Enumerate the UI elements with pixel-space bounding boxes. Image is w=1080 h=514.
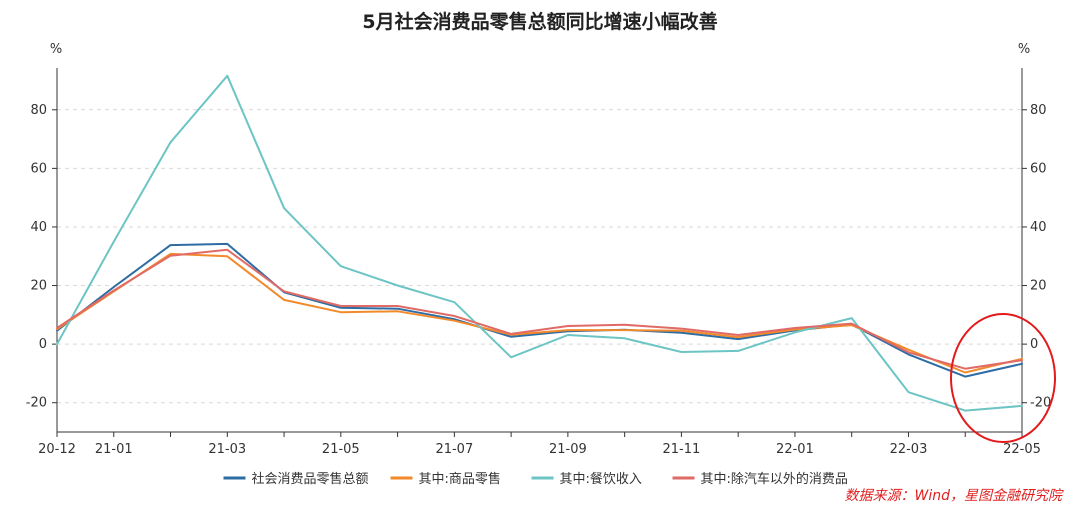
- series-line-3: [56, 74, 1023, 412]
- legend-item-3[interactable]: 其中:餐饮收入: [531, 471, 642, 487]
- highlight-circle: [950, 313, 1056, 443]
- legend: 社会消费品零售总额 其中:商品零售 其中:餐饮收入 其中:除汽车以外的消费品: [223, 471, 848, 487]
- x-tick-label: 20-12: [38, 442, 76, 457]
- series-layer: [56, 74, 1023, 412]
- y-tick-label-left: 20: [30, 279, 47, 294]
- y-tick-label-left: 40: [30, 220, 47, 235]
- legend-item-4[interactable]: 其中:除汽车以外的消费品: [672, 471, 848, 487]
- x-tick-label: 22-01: [776, 442, 814, 457]
- x-tick-label: 22-05: [1003, 442, 1041, 457]
- gridlines: [57, 109, 1022, 404]
- y-tick-label-right: 20: [1030, 279, 1047, 294]
- series-line-1: [56, 242, 1023, 378]
- y-tick-label-left: 80: [30, 103, 47, 118]
- series-line-2: [56, 252, 1023, 374]
- chart-title: 5月社会消费品零售总额同比增速小幅改善: [362, 10, 717, 33]
- x-tick-label: 21-09: [549, 442, 587, 457]
- right-unit-label: %: [1018, 42, 1030, 57]
- y-tick-label-right: -20: [1030, 396, 1051, 411]
- x-tick-label: 21-01: [95, 442, 133, 457]
- x-tick-label: 21-11: [663, 442, 701, 457]
- legend-label: 其中:餐饮收入: [560, 471, 642, 487]
- series-line-4: [56, 248, 1023, 370]
- legend-label: 社会消费品零售总额: [252, 471, 369, 487]
- left-unit-label: %: [50, 42, 62, 57]
- legend-label: 其中:商品零售: [419, 471, 501, 487]
- legend-item-2[interactable]: 其中:商品零售: [390, 471, 501, 487]
- y-tick-label-right: 40: [1030, 220, 1047, 235]
- y-tick-label-right: 80: [1030, 103, 1047, 118]
- y-tick-label-left: 0: [39, 337, 47, 352]
- y-tick-label-left: 60: [30, 161, 47, 176]
- y-tick-label-right: 60: [1030, 161, 1047, 176]
- x-tick-label: 21-07: [435, 442, 473, 457]
- legend-label: 其中:除汽车以外的消费品: [701, 471, 848, 487]
- y-tick-label-left: -20: [26, 396, 47, 411]
- x-axis: 20-12 21-01 21-03 21-05 21-07 21-09 21-11 22-01…: [38, 431, 1041, 457]
- y-axis-left: -20 0 20 40 60 80: [26, 68, 58, 432]
- x-tick-label: 22-03: [890, 442, 928, 457]
- x-tick-label: 21-05: [322, 442, 360, 457]
- x-tick-label: 21-03: [208, 442, 246, 457]
- source-note: 数据来源：Wind，星图金融研究院: [845, 488, 1064, 504]
- legend-item-1[interactable]: 社会消费品零售总额: [223, 471, 369, 487]
- y-axis-right: -20 0 20 40 60 80: [1021, 68, 1051, 432]
- y-tick-label-right: 0: [1030, 337, 1038, 352]
